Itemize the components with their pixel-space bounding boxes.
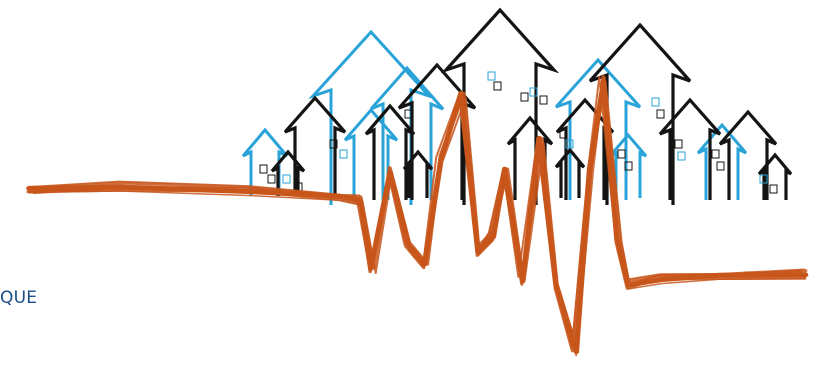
window-22 bbox=[565, 139, 574, 149]
wave-stroke-3 bbox=[26, 82, 807, 353]
window-12 bbox=[404, 109, 413, 119]
window-15 bbox=[674, 139, 683, 149]
window-19 bbox=[759, 174, 768, 184]
wave-tail-1 bbox=[28, 187, 102, 194]
dark-house-outlines bbox=[270, 7, 793, 205]
blue-house-3 bbox=[369, 65, 445, 200]
window-17 bbox=[711, 149, 720, 159]
window-21 bbox=[559, 129, 568, 139]
dark-house-11 bbox=[718, 109, 778, 200]
dark-house-2 bbox=[270, 149, 306, 196]
window-23 bbox=[617, 149, 626, 159]
window-6 bbox=[329, 139, 338, 149]
window-13 bbox=[651, 97, 660, 107]
window-4 bbox=[529, 87, 538, 97]
window-20 bbox=[769, 184, 778, 194]
wave-stroke-6 bbox=[28, 84, 807, 357]
dark-house-10 bbox=[658, 97, 722, 200]
window-3 bbox=[520, 92, 529, 102]
blue-house-outlines bbox=[241, 29, 748, 205]
dark-house-13 bbox=[554, 147, 586, 198]
window-2 bbox=[493, 81, 502, 91]
dark-house-7 bbox=[506, 115, 554, 200]
dark-house-3 bbox=[440, 7, 560, 205]
seismic-wave bbox=[26, 74, 809, 357]
blue-house-2 bbox=[308, 29, 434, 205]
dark-house-6 bbox=[402, 149, 434, 198]
dark-house-5 bbox=[364, 103, 416, 200]
blue-house-5 bbox=[554, 57, 642, 200]
window-9 bbox=[267, 174, 276, 184]
wave-stroke-2 bbox=[30, 75, 808, 349]
house-windows bbox=[259, 71, 778, 194]
blue-house-7 bbox=[696, 122, 748, 200]
wave-stroke-1 bbox=[26, 78, 809, 355]
blue-house-6 bbox=[608, 132, 648, 198]
window-18 bbox=[716, 161, 725, 171]
caption-text: QUE bbox=[0, 288, 38, 308]
window-14 bbox=[656, 109, 665, 119]
blue-house-4 bbox=[343, 107, 399, 200]
wave-stroke-7 bbox=[29, 74, 806, 347]
window-24 bbox=[624, 161, 633, 171]
window-5 bbox=[539, 95, 548, 105]
blue-house-1 bbox=[241, 127, 289, 196]
dark-house-9 bbox=[588, 22, 692, 205]
window-16 bbox=[677, 151, 686, 161]
window-10 bbox=[282, 174, 291, 184]
dark-house-1 bbox=[283, 95, 347, 196]
window-7 bbox=[339, 149, 348, 159]
wave-stroke-5 bbox=[26, 75, 803, 349]
window-1 bbox=[487, 71, 496, 81]
dark-house-12 bbox=[757, 152, 793, 200]
wave-stroke-4 bbox=[32, 80, 809, 354]
window-8 bbox=[259, 164, 268, 174]
wave-tail-2 bbox=[743, 271, 807, 278]
